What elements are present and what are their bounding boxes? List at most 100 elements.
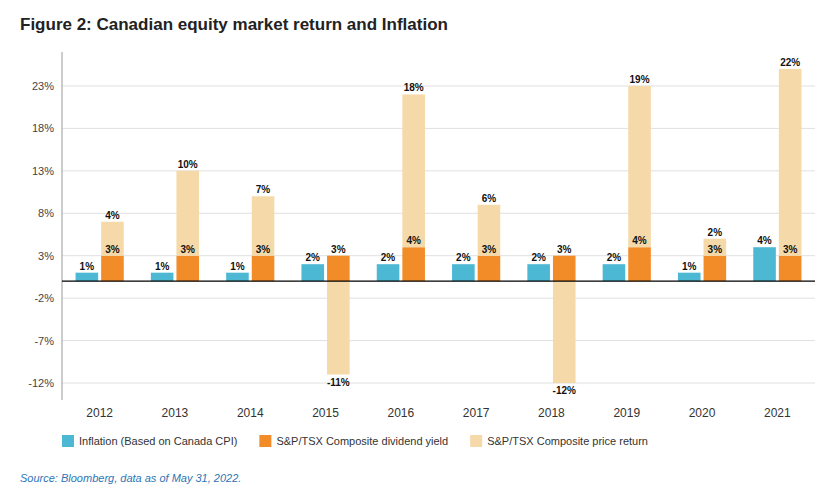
data-label: 2% (456, 252, 471, 263)
data-label: 22% (780, 57, 800, 68)
bar (553, 256, 576, 281)
x-tick-label: 2020 (689, 406, 716, 420)
grid-line (62, 340, 815, 341)
data-label: 3% (482, 244, 497, 255)
bar (704, 239, 727, 256)
bar (151, 273, 174, 281)
data-label: -12% (553, 385, 576, 396)
bar (101, 256, 124, 281)
bar (628, 247, 651, 281)
data-label: 4% (757, 235, 772, 246)
bar (527, 264, 550, 281)
bar (176, 256, 199, 281)
data-label: 4% (632, 235, 647, 246)
data-label: 2% (306, 252, 321, 263)
bar (478, 256, 501, 281)
data-labels: 1% 1% 1% 2% 2% 2% 2% 2% 1% 4% 3% 3% 3% 3% 4% 3% 3% 4% 3% 3%… (80, 57, 801, 396)
data-label: 3% (557, 244, 572, 255)
x-tick-label: 2012 (86, 406, 113, 420)
bar (402, 94, 425, 247)
grid (62, 86, 815, 383)
bar (753, 247, 776, 281)
data-label: 2% (607, 252, 622, 263)
data-label: 4% (105, 210, 120, 221)
x-tick-label: 2013 (162, 406, 189, 420)
y-tick-label: 23% (32, 80, 54, 92)
x-tick-label: 2018 (538, 406, 565, 420)
bar (603, 264, 626, 281)
legend-swatch (470, 435, 482, 447)
legend-label: Inflation (Based on Canada CPI) (79, 435, 237, 447)
data-label: -11% (327, 377, 350, 388)
data-label: 19% (630, 74, 650, 85)
bar (327, 256, 350, 281)
legend-label: S&P/TSX Composite price return (487, 435, 648, 447)
data-label: 2% (531, 252, 546, 263)
x-tick-label: 2017 (463, 406, 490, 420)
chart: Figure 2: Canadian equity market return … (0, 0, 833, 496)
legend-label: S&P/TSX Composite dividend yield (276, 435, 448, 447)
data-label: 2% (708, 227, 723, 238)
data-label: 4% (406, 235, 421, 246)
grid-line (62, 170, 815, 171)
bar (176, 171, 199, 256)
bar (402, 247, 425, 281)
bar (76, 273, 99, 281)
data-label: 6% (482, 193, 497, 204)
legend: Inflation (Based on Canada CPI) S&P/TSX C… (62, 435, 648, 447)
bar (377, 264, 400, 281)
y-tick-label: 13% (32, 165, 54, 177)
bar (252, 196, 275, 255)
zero-line (62, 281, 815, 282)
bar (452, 264, 475, 281)
y-tick-label: -7% (34, 335, 54, 347)
data-label: 7% (256, 184, 271, 195)
data-label: 3% (708, 244, 723, 255)
title: Figure 2: Canadian equity market return … (20, 15, 448, 34)
data-label: 18% (404, 82, 424, 93)
grid-line (62, 298, 815, 299)
y-axis-line (62, 52, 63, 400)
data-label: 3% (256, 244, 271, 255)
bar (478, 205, 501, 256)
data-label: 3% (181, 244, 196, 255)
grid-line (62, 255, 815, 256)
x-tick-label: 2016 (387, 406, 414, 420)
bar (779, 256, 802, 281)
legend-swatch (62, 435, 74, 447)
data-label: 2% (381, 252, 396, 263)
bar (327, 281, 350, 374)
y-tick-label: 18% (32, 122, 54, 134)
bar (678, 273, 701, 281)
grid-line (62, 213, 815, 214)
bar (226, 273, 249, 281)
bar (628, 86, 651, 247)
y-tick-label: -12% (28, 377, 54, 389)
x-tick-label: 2015 (312, 406, 339, 420)
data-label: 1% (80, 261, 95, 272)
x-tick-label: 2019 (613, 406, 640, 420)
bar (101, 222, 124, 256)
data-label: 3% (783, 244, 798, 255)
annotation: Source: Bloomberg, data as of May 31, 20… (20, 472, 241, 484)
y-tick-label: 3% (38, 250, 54, 262)
grid-line (62, 383, 815, 384)
bars (76, 69, 802, 383)
data-label: 1% (230, 261, 245, 272)
bar (704, 256, 727, 281)
data-label: 3% (331, 244, 346, 255)
grid-line (62, 128, 815, 129)
legend-swatch (259, 435, 271, 447)
data-label: 1% (682, 261, 697, 272)
data-label: 3% (105, 244, 120, 255)
data-label: 1% (155, 261, 170, 272)
bar (301, 264, 324, 281)
bar (779, 69, 802, 256)
data-label: 10% (178, 159, 198, 170)
grid-line (62, 85, 815, 86)
y-tick-label: -2% (34, 292, 54, 304)
x-tick-label: 2021 (764, 406, 791, 420)
x-tick-label: 2014 (237, 406, 264, 420)
y-tick-label: 8% (38, 207, 54, 219)
bar (252, 256, 275, 281)
